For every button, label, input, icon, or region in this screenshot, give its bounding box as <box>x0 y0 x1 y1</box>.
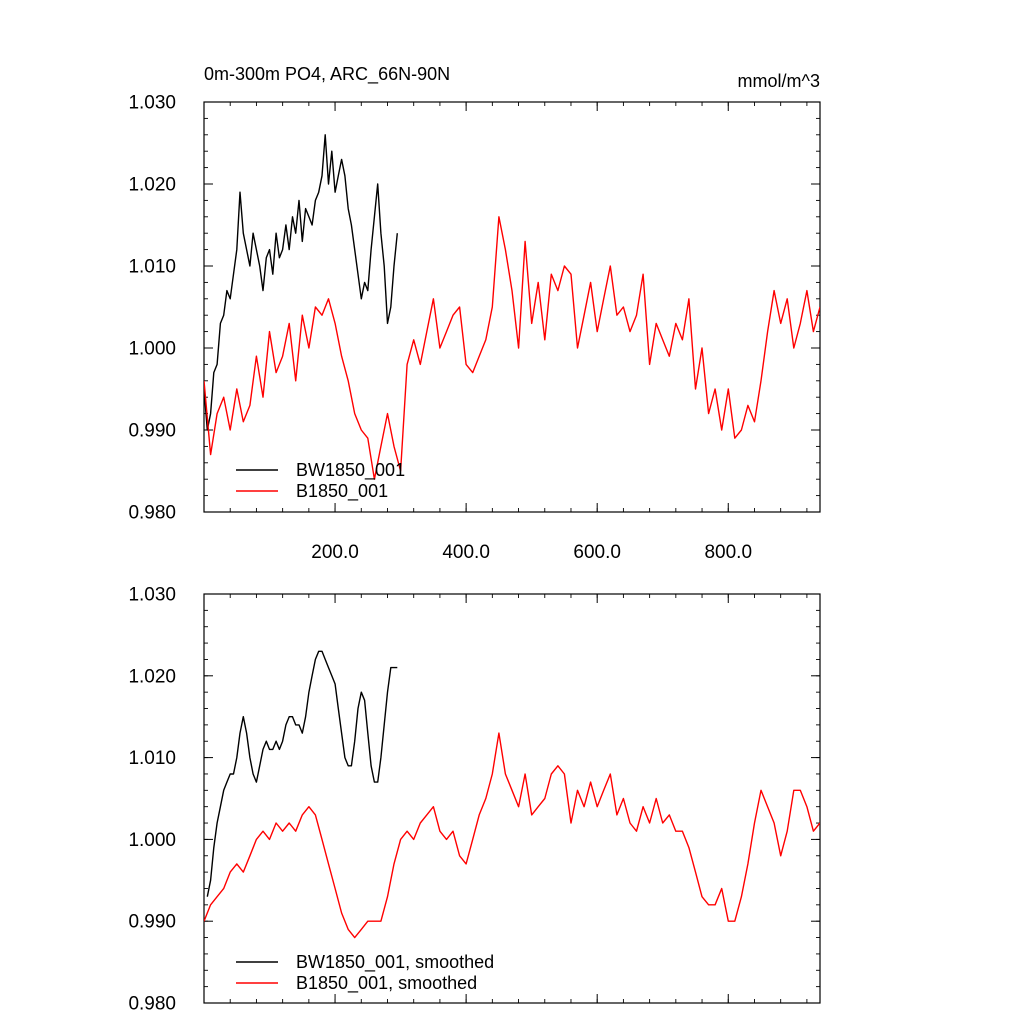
series-line-0 <box>206 650 398 897</box>
y-tick-label: 0.980 <box>128 503 176 524</box>
y-tick-label: 1.000 <box>128 339 176 360</box>
series-line-1 <box>204 216 820 480</box>
plot-frame <box>203 593 821 1004</box>
bottom-panel: 0.980 0.990 1.000 1.010 1.020 1.030 BW1850_001… <box>128 585 821 1015</box>
legend-label: B1850_001, smoothed <box>296 973 477 994</box>
y-tick-label: 1.010 <box>128 748 176 769</box>
y-tick-label: 1.020 <box>128 666 176 687</box>
legend-label: BW1850_001, smoothed <box>296 952 494 973</box>
legend-label: B1850_001 <box>296 481 388 502</box>
x-tick-label: 200.0 <box>311 542 359 563</box>
y-tick-label: 0.980 <box>128 994 176 1015</box>
units-label: mmol/m^3 <box>738 71 820 91</box>
y-tick-label: 0.990 <box>128 912 176 933</box>
y-tick-label: 1.030 <box>128 93 176 114</box>
y-tick-label: 1.020 <box>128 175 176 196</box>
y-tick-label: 1.010 <box>128 257 176 278</box>
y-tick-label: 1.030 <box>128 585 176 606</box>
legend-label: BW1850_001 <box>296 460 405 481</box>
top-panel: 0.980 0.990 1.000 1.010 1.020 1.030 200.0 400.0… <box>128 64 821 563</box>
series-line-0 <box>204 134 398 431</box>
plot-frame <box>203 101 821 513</box>
y-tick-label: 1.000 <box>128 830 176 851</box>
x-tick-label: 400.0 <box>442 542 490 563</box>
series-line-1 <box>204 732 820 939</box>
x-tick-label: 800.0 <box>704 542 752 563</box>
x-tick-label: 600.0 <box>573 542 621 563</box>
chart-title: 0m-300m PO4, ARC_66N-90N <box>204 64 450 85</box>
y-tick-label: 0.990 <box>128 421 176 442</box>
